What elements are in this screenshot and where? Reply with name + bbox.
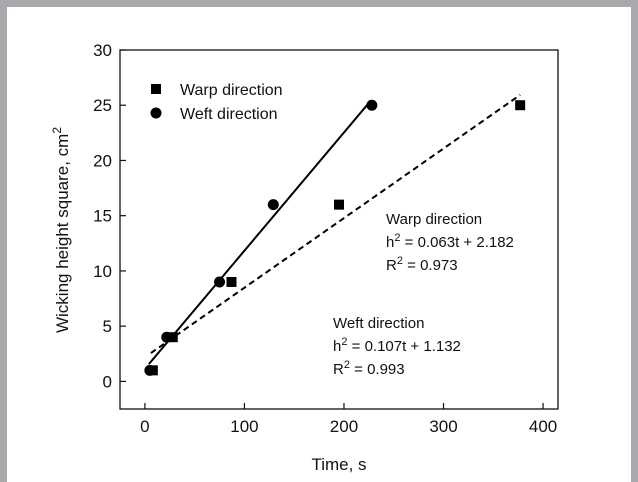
axis-ticks: 0 100 200 300 400 0 5 10 15 20 25 30 <box>93 41 557 436</box>
legend: Warp direction Weft direction <box>150 82 283 123</box>
x-tick-label-1: 100 <box>230 417 258 436</box>
x-tick-label-4: 400 <box>529 417 557 436</box>
point-weft-2 <box>214 276 226 288</box>
plot-area <box>119 49 559 410</box>
point-weft-3 <box>267 199 279 211</box>
x-tick-label-3: 300 <box>429 417 457 436</box>
legend-marker-weft <box>150 107 162 119</box>
data-points <box>144 99 526 376</box>
legend-label-weft: Weft direction <box>180 106 278 123</box>
annotation-0-line-0: Warp direction <box>386 211 482 228</box>
y-axis-label: Wicking height square, cm2 <box>50 127 72 333</box>
fit-line-warp <box>150 94 521 354</box>
annotation-0-line-2: R2 = 0.973 <box>386 255 458 274</box>
point-warp-3 <box>334 199 344 210</box>
point-weft-1 <box>161 331 173 343</box>
annotation-0-line-1: h2 = 0.063t + 2.182 <box>386 232 514 251</box>
legend-marker-warp <box>151 84 161 94</box>
y-tick-label-0: 0 <box>103 372 112 391</box>
x-tick-label-0: 0 <box>140 417 149 436</box>
point-weft-4 <box>366 99 378 111</box>
point-warp-1 <box>167 332 178 343</box>
point-warp-4 <box>515 100 526 111</box>
x-tick-label-2: 200 <box>330 417 358 436</box>
annotation-1-line-1: h2 = 0.107t + 1.132 <box>333 336 461 355</box>
y-axis-label-text: Wicking height square, cm <box>53 134 72 333</box>
y-axis-label-superscript: 2 <box>50 127 64 134</box>
y-tick-label-3: 15 <box>93 207 112 226</box>
point-warp-2 <box>226 276 237 287</box>
annotation-1-line-0: Weft direction <box>333 315 424 332</box>
fit-line-weft <box>148 102 370 365</box>
fit-lines <box>148 94 521 365</box>
point-weft-0 <box>144 364 156 376</box>
x-axis-label: Time, s <box>311 455 366 474</box>
y-tick-label-5: 25 <box>93 96 112 115</box>
y-tick-label-1: 5 <box>103 317 112 336</box>
y-tick-label-4: 20 <box>93 151 112 170</box>
legend-label-warp: Warp direction <box>180 82 283 99</box>
y-tick-label-2: 10 <box>93 262 112 281</box>
fit-annotations: Warp direction h2 = 0.063t + 2.182 R2 = 0.… <box>333 211 514 378</box>
annotation-1-line-2: R2 = 0.993 <box>333 359 405 378</box>
y-tick-label-6: 30 <box>93 41 112 60</box>
